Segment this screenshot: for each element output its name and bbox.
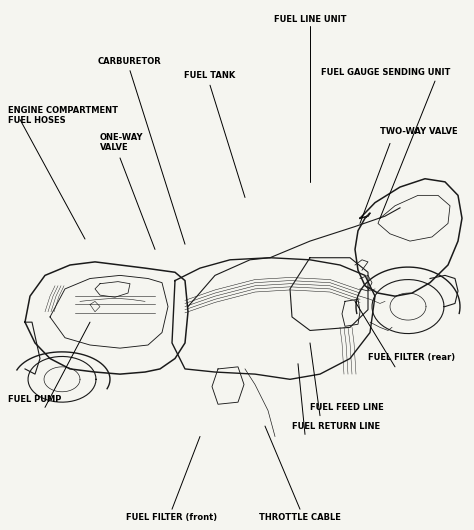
Text: FUEL LINE UNIT: FUEL LINE UNIT xyxy=(274,14,346,23)
Text: FUEL PUMP: FUEL PUMP xyxy=(8,395,61,404)
Text: FUEL RETURN LINE: FUEL RETURN LINE xyxy=(292,422,380,431)
Text: FUEL FEED LINE: FUEL FEED LINE xyxy=(310,403,384,412)
Text: FUEL GAUGE SENDING UNIT: FUEL GAUGE SENDING UNIT xyxy=(320,67,450,76)
Text: FUEL FILTER (rear): FUEL FILTER (rear) xyxy=(368,354,455,363)
Text: FUEL FILTER (front): FUEL FILTER (front) xyxy=(127,513,218,522)
Text: CARBURETOR: CARBURETOR xyxy=(98,57,162,66)
Text: ENGINE COMPARTMENT
FUEL HOSES: ENGINE COMPARTMENT FUEL HOSES xyxy=(8,106,118,126)
Text: FUEL TANK: FUEL TANK xyxy=(184,70,236,80)
Text: THROTTLE CABLE: THROTTLE CABLE xyxy=(259,513,341,522)
Text: TWO-WAY VALVE: TWO-WAY VALVE xyxy=(380,127,457,136)
Text: ONE-WAY
VALVE: ONE-WAY VALVE xyxy=(100,133,144,153)
